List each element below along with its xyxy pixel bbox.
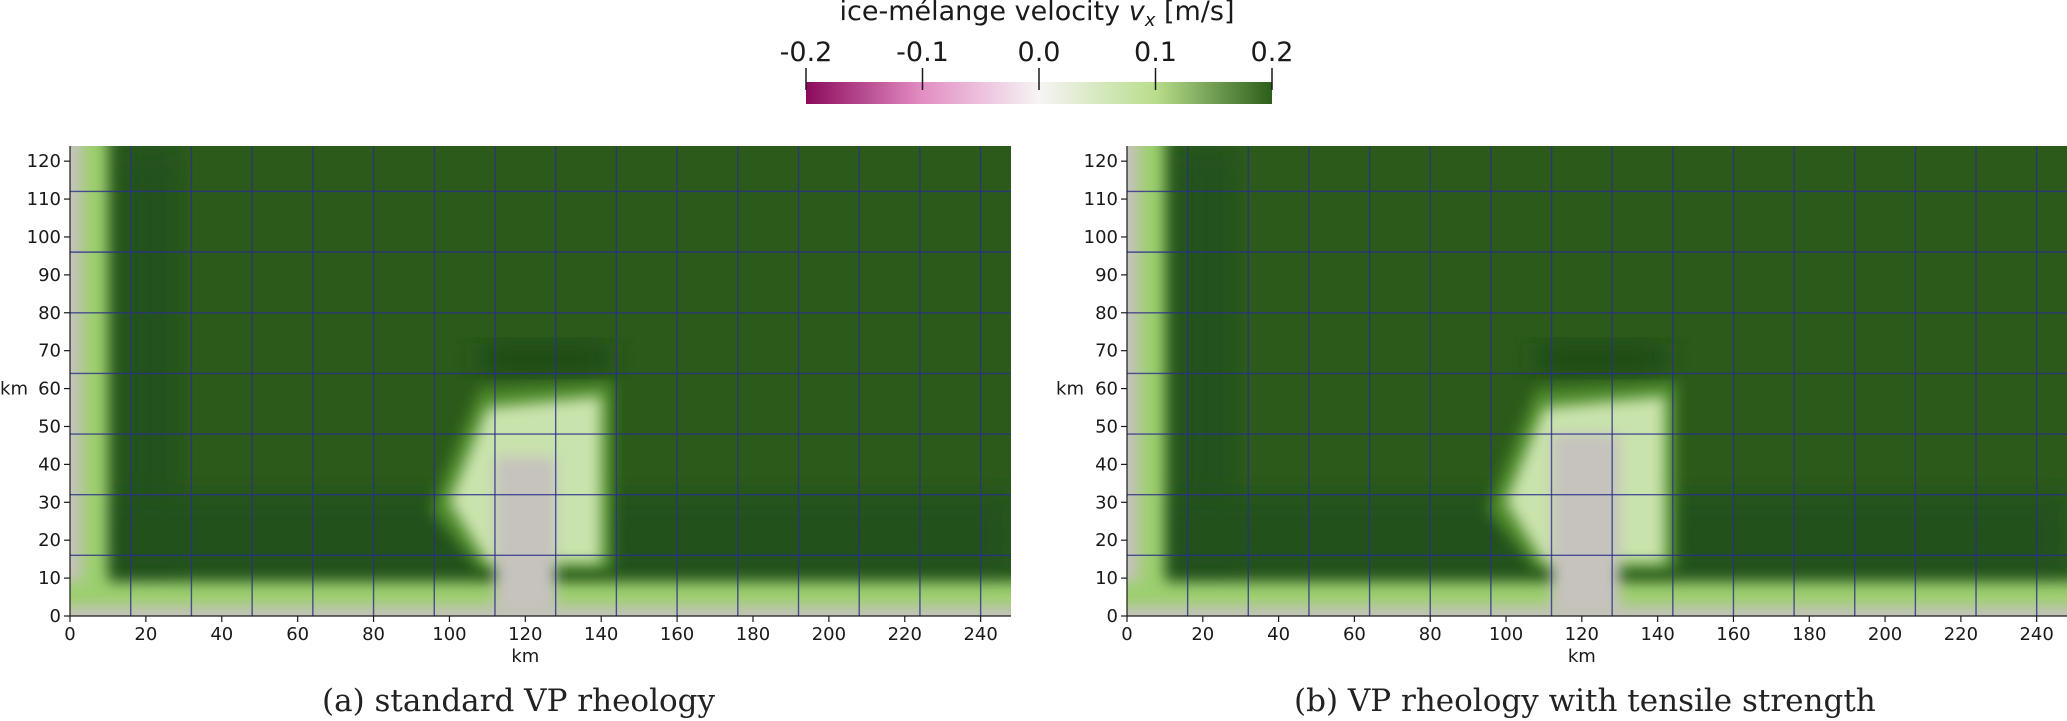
y-tick-label: 90 [1095, 265, 1118, 286]
x-axis-label: km [511, 646, 539, 667]
panel-a: 0 20 40 60 80 100 120 140 160 180 200 220 240 0 10 20 30… [0, 146, 1011, 667]
y-tick-label: 120 [27, 151, 61, 172]
x-tick-label: 160 [660, 624, 694, 645]
caption-a: (a) standard VP rheology [322, 683, 716, 719]
colorbar-title: ice-mélange velocity vx [m/s] [840, 0, 1235, 31]
y-tick-label: 50 [38, 416, 61, 437]
field-zero-zone [1551, 434, 1620, 616]
x-tick-label: 80 [362, 624, 385, 645]
y-tick-label: 60 [38, 379, 61, 400]
panel-b: 0 20 40 60 80 100 120 140 160 180 200 220 240 0 10 20 30… [1056, 146, 2067, 667]
x-tick-label: 20 [1191, 624, 1214, 645]
x-tick-label: 120 [1565, 624, 1599, 645]
colorbar: ice-mélange velocity vx [m/s] -0.2 -0.1 0.… [780, 0, 1294, 104]
x-tick-label: 20 [134, 624, 157, 645]
field-shadow [479, 343, 609, 374]
x-tick-label: 80 [1419, 624, 1442, 645]
field-zero-zone [494, 456, 556, 616]
x-tick-label: 240 [963, 624, 997, 645]
x-tick-label: 60 [1343, 624, 1366, 645]
x-tick-label: 60 [286, 624, 309, 645]
y-tick-label: 70 [1095, 341, 1118, 362]
x-tick-label: 100 [432, 624, 466, 645]
y-tick-label: 40 [1095, 454, 1118, 475]
y-axis-label: km [1056, 379, 1084, 400]
x-tick-label: 40 [1267, 624, 1290, 645]
y-tick-label: 70 [38, 341, 61, 362]
x-tick-label: 180 [736, 624, 770, 645]
velocity-field [70, 146, 1011, 616]
axes: 0 20 40 60 80 100 120 140 160 180 200 220 240 0 10 20 30… [0, 146, 1011, 667]
y-tick-label: 110 [1084, 189, 1118, 210]
colorbar-tick-label: -0.1 [896, 37, 949, 68]
y-tick-label: 30 [38, 492, 61, 513]
field-boundary-left-zero [70, 146, 82, 616]
axes: 0 20 40 60 80 100 120 140 160 180 200 220 240 0 10 20 30… [1056, 146, 2067, 667]
x-tick-label: 140 [1640, 624, 1674, 645]
y-tick-label: 80 [1095, 303, 1118, 324]
mesh-grid [70, 146, 1011, 616]
y-tick-label: 0 [1107, 606, 1118, 627]
x-tick-label: 220 [888, 624, 922, 645]
field-boundary-left-zero [1127, 146, 1139, 616]
y-tick-label: 30 [1095, 492, 1118, 513]
y-tick-label: 20 [38, 530, 61, 551]
x-tick-label: 120 [508, 624, 542, 645]
mesh-grid [1127, 146, 2067, 616]
y-tick-label: 0 [50, 606, 61, 627]
x-tick-label: 200 [812, 624, 846, 645]
colorbar-tick-label: 0.2 [1251, 37, 1294, 68]
colorbar-ticks: -0.2 -0.1 0.0 0.1 0.2 [780, 37, 1294, 90]
y-tick-label: 120 [1084, 151, 1118, 172]
y-tick-label: 100 [27, 227, 61, 248]
y-tick-label: 40 [38, 454, 61, 475]
x-tick-label: 140 [584, 624, 618, 645]
x-tick-label: 160 [1716, 624, 1750, 645]
x-tick-label: 200 [1868, 624, 1902, 645]
velocity-field [1127, 146, 2067, 616]
colorbar-tick-label: -0.2 [780, 37, 833, 68]
x-tick-label: 0 [64, 624, 75, 645]
y-tick-label: 10 [38, 568, 61, 589]
x-tick-label: 180 [1792, 624, 1826, 645]
x-tick-label: 240 [2019, 624, 2053, 645]
colorbar-tick-label: 0.0 [1018, 37, 1061, 68]
y-tick-label: 20 [1095, 530, 1118, 551]
y-tick-label: 90 [38, 265, 61, 286]
y-tick-label: 80 [38, 303, 61, 324]
y-tick-label: 110 [27, 189, 61, 210]
x-tick-label: 220 [1944, 624, 1978, 645]
field-shadow [1536, 343, 1666, 374]
y-tick-label: 100 [1084, 227, 1118, 248]
x-tick-label: 100 [1489, 624, 1523, 645]
x-tick-label: 40 [210, 624, 233, 645]
y-tick-label: 10 [1095, 568, 1118, 589]
colorbar-tick-label: 0.1 [1134, 37, 1177, 68]
y-tick-label: 60 [1095, 379, 1118, 400]
y-tick-label: 50 [1095, 416, 1118, 437]
y-axis-label: km [0, 379, 28, 400]
x-axis-label: km [1568, 646, 1596, 667]
caption-b: (b) VP rheology with tensile strength [1294, 683, 1876, 719]
x-tick-label: 0 [1121, 624, 1132, 645]
